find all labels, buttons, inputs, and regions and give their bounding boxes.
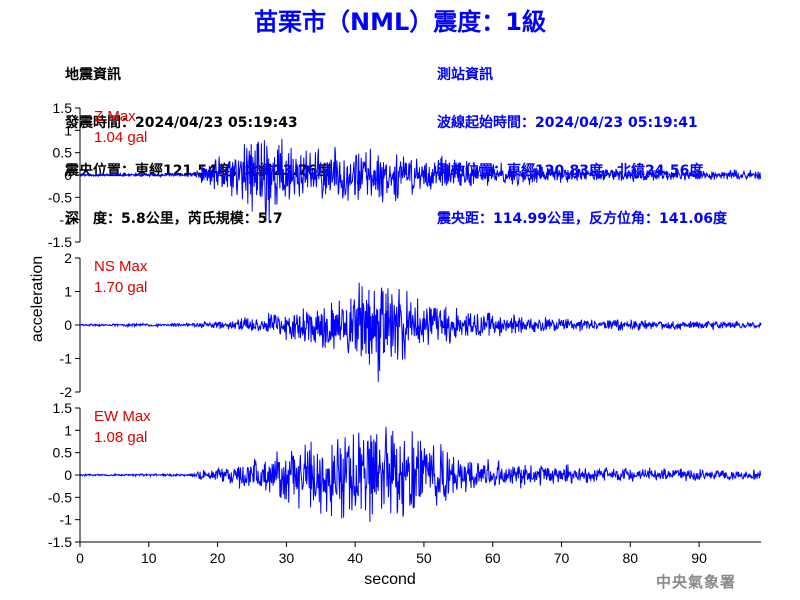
page-title: 苗栗市（NML）震度：1級	[254, 8, 546, 36]
panel-label-ew: EW Max	[94, 408, 151, 425]
y-tick-label-ew: -1	[60, 512, 73, 528]
y-axis-label: acceleration	[29, 255, 46, 343]
y-tick-label-ns: -2	[60, 384, 73, 400]
x-tick-label: 40	[347, 550, 363, 566]
panel-max-ns: 1.70 gal	[94, 279, 147, 296]
station-info: 測站資訊 波線起始時間：2024/04/23 05:19:41 測站位置：東經1…	[437, 35, 727, 243]
agency-credit: 中央氣象署	[656, 573, 737, 591]
y-tick-label-z: 0.5	[53, 145, 73, 161]
x-tick-label: 70	[554, 550, 570, 566]
x-tick-label: 10	[141, 550, 157, 566]
x-tick-label: 30	[279, 550, 295, 566]
x-tick-label: 0	[76, 550, 84, 566]
x-tick-label: 90	[691, 550, 707, 566]
x-tick-label: 80	[623, 550, 639, 566]
y-tick-label-ns: -1	[60, 351, 73, 367]
y-tick-label-z: 0	[64, 167, 72, 183]
panel-max-ew: 1.08 gal	[94, 429, 147, 446]
y-tick-label-z: -1	[60, 212, 73, 228]
waveform-trace-ew	[79, 426, 762, 523]
waveform-trace-z	[79, 138, 762, 222]
y-tick-label-ns: 2	[64, 250, 72, 266]
y-tick-label-ew: -1.5	[48, 534, 72, 550]
station-info-heading: 測站資訊	[437, 67, 493, 83]
y-tick-label-ew: 0.5	[53, 445, 73, 461]
origin-time: 發震時間：2024/04/23 05:19:43	[65, 115, 298, 131]
y-tick-label-ns: 1	[64, 284, 72, 300]
waveform-trace-ns	[79, 282, 762, 382]
depth-magnitude: 深 度：5.8公里，芮氏規模：5.7	[65, 211, 283, 227]
x-tick-label: 20	[210, 550, 226, 566]
panel-max-z: 1.04 gal	[94, 129, 147, 146]
x-tick-label: 60	[485, 550, 501, 566]
y-tick-label-ns: 0	[64, 317, 72, 333]
y-tick-label-z: 1.5	[53, 100, 73, 116]
y-tick-label-ew: 1.5	[53, 400, 73, 416]
x-tick-label: 50	[416, 550, 432, 566]
panel-label-z: Z Max	[94, 108, 136, 125]
y-tick-label-z: -0.5	[48, 189, 72, 205]
y-tick-label-z: 1	[64, 122, 72, 138]
waveform-start-time: 波線起始時間：2024/04/23 05:19:41	[437, 115, 698, 131]
earthquake-info-heading: 地震資訊	[65, 67, 121, 83]
y-tick-label-ew: 0	[64, 467, 72, 483]
y-tick-label-z: -1.5	[48, 234, 72, 250]
epicentral-distance: 震央距：114.99公里，反方位角：141.06度	[437, 211, 728, 227]
x-axis-label: second	[364, 571, 416, 588]
panel-label-ns: NS Max	[94, 258, 148, 275]
y-tick-label-ew: -0.5	[48, 489, 72, 505]
y-tick-label-ew: 1	[64, 422, 72, 438]
